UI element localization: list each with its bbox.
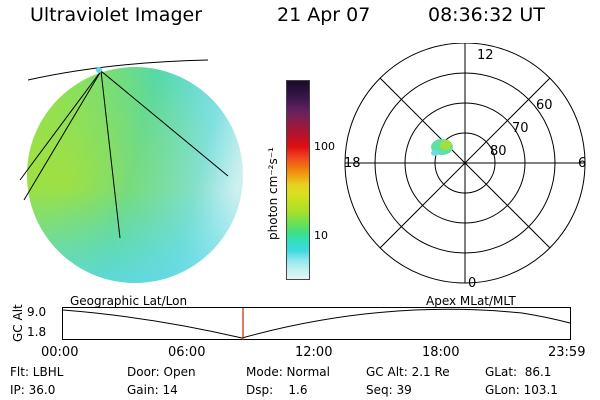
altitude-timeline bbox=[62, 307, 571, 340]
xtick-2359: 23:59 bbox=[548, 345, 586, 360]
hour-label-0: 0 bbox=[468, 276, 476, 291]
hour-label-6: 6 bbox=[578, 156, 586, 171]
time-label: 08:36:32 UT bbox=[428, 4, 545, 26]
info-ip: IP: 36.0 bbox=[10, 383, 56, 397]
lat-label-80: 80 bbox=[490, 144, 507, 159]
apex-caption: Apex MLat/MLT bbox=[426, 294, 516, 308]
info-door: Door: Open bbox=[127, 365, 196, 379]
colorbar-unit-label: photon cm⁻²s⁻¹ bbox=[266, 147, 280, 240]
earth-image bbox=[19, 59, 243, 283]
date-label: 21 Apr 07 bbox=[277, 4, 371, 26]
hour-label-12: 12 bbox=[477, 48, 494, 63]
polar-plot: 12 18 6 0 60 70 80 bbox=[344, 43, 586, 291]
colorbar-gradient bbox=[287, 81, 309, 279]
info-glon: GLon: 103.1 bbox=[485, 383, 558, 397]
ytick-low: 1.8 bbox=[27, 325, 47, 339]
colorbar bbox=[286, 80, 310, 280]
hour-label-18: 18 bbox=[344, 156, 361, 171]
lat-label-60: 60 bbox=[536, 98, 553, 113]
xtick-0600: 06:00 bbox=[168, 345, 206, 360]
altitude-curve bbox=[62, 308, 571, 339]
xtick-0000: 00:00 bbox=[41, 345, 79, 360]
ytick-high: 9.0 bbox=[27, 305, 47, 319]
info-mode: Mode: Normal bbox=[246, 365, 330, 379]
app-title: Ultraviolet Imager bbox=[30, 4, 203, 26]
xtick-1200: 12:00 bbox=[295, 345, 333, 360]
xtick-1800: 18:00 bbox=[422, 345, 460, 360]
colorbar-tick-100: 100 bbox=[314, 140, 335, 153]
info-gc-alt: GC Alt: 2.1 Re bbox=[366, 365, 450, 379]
lat-label-70: 70 bbox=[512, 121, 529, 136]
info-filter: Flt: LBHL bbox=[10, 365, 64, 379]
geo-caption: Geographic Lat/Lon bbox=[70, 294, 188, 308]
info-seq: Seq: 39 bbox=[366, 383, 412, 397]
info-glat: GLat: 86.1 bbox=[485, 365, 552, 379]
info-gain: Gain: 14 bbox=[127, 383, 178, 397]
colorbar-tick-10: 10 bbox=[314, 229, 328, 242]
timeline-ylabel: GC Alt bbox=[11, 304, 25, 342]
info-dsp: Dsp: 1.6 bbox=[246, 383, 308, 397]
